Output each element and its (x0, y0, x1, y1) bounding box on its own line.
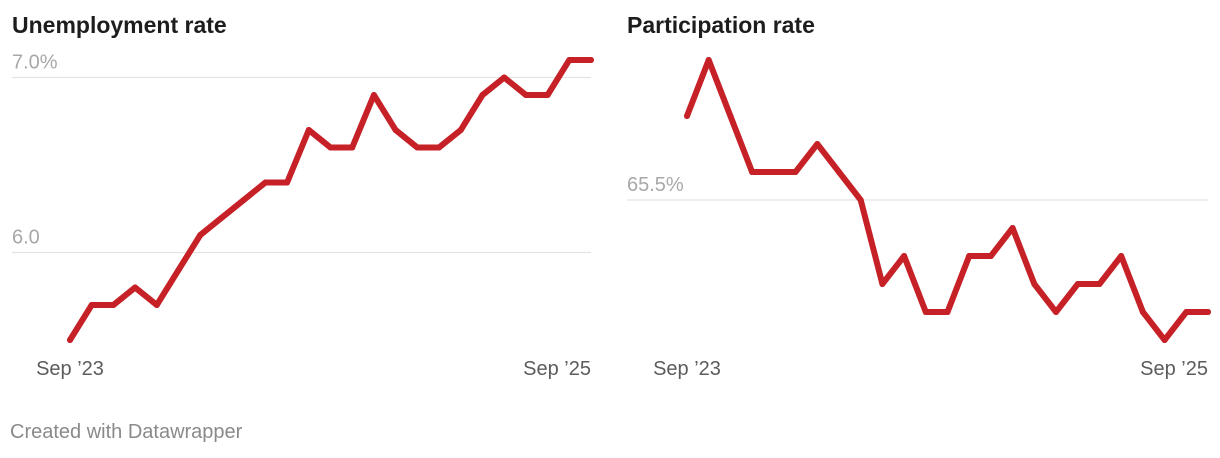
unemployment-plot: 6.0 7.0% Sep ’23 Sep ’25 (12, 52, 594, 380)
participation-chart: Participation rate 65.5% Sep ’23 Sep ’25 (615, 0, 1220, 410)
data-point (1205, 309, 1211, 315)
x-tick-label: Sep ’25 (1140, 358, 1208, 380)
data-point (436, 144, 443, 151)
data-point (588, 57, 594, 63)
data-point (132, 284, 139, 291)
data-point (544, 92, 551, 98)
data-point (770, 169, 777, 175)
data-point (262, 179, 269, 186)
x-tick-label: Sep ’23 (36, 358, 104, 380)
data-point (218, 214, 225, 221)
data-point (175, 267, 182, 273)
data-point (501, 74, 508, 81)
data-point (566, 57, 573, 63)
data-point (67, 337, 73, 343)
data-point (240, 197, 247, 203)
data-point (414, 144, 421, 151)
participation-plot: 65.5% Sep ’23 Sep ’25 (627, 57, 1211, 380)
data-point (197, 232, 204, 238)
data-point (153, 302, 160, 308)
data-point (479, 92, 486, 98)
data-point (392, 127, 399, 133)
data-point (1031, 281, 1038, 287)
data-point (727, 113, 734, 119)
data-point (792, 169, 799, 175)
data-point (349, 144, 356, 151)
data-point (457, 127, 464, 133)
data-point (879, 281, 886, 287)
data-point (814, 141, 821, 147)
data-point (966, 253, 973, 259)
chart-title: Unemployment rate (12, 12, 227, 38)
y-tick-label: 7.0% (12, 52, 58, 74)
data-point (522, 92, 529, 98)
data-point (922, 309, 929, 315)
data-point (1161, 337, 1168, 343)
data-point (1074, 281, 1081, 287)
data-point (857, 197, 864, 203)
data-point (749, 169, 756, 175)
data-point (284, 179, 291, 186)
data-point (684, 113, 690, 119)
data-point (944, 309, 951, 315)
footer-credit: Created with Datawrapper (10, 421, 243, 443)
data-point (901, 253, 908, 259)
data-point (1139, 309, 1146, 315)
data-point (987, 253, 994, 259)
data-point (1183, 309, 1190, 315)
data-point (1009, 225, 1016, 231)
data-point (110, 302, 117, 308)
unemployment-chart: Unemployment rate 6.0 7.0% Sep ’23 Sep ’25 (0, 0, 610, 410)
data-point (1053, 309, 1060, 315)
y-tick-label: 6.0 (12, 227, 40, 249)
data-point (88, 302, 95, 308)
data-point (305, 127, 312, 133)
data-point (1096, 281, 1103, 287)
x-tick-label: Sep ’25 (523, 358, 591, 380)
data-point (370, 92, 377, 98)
data-point (327, 144, 334, 151)
data-point (835, 169, 842, 175)
x-tick-label: Sep ’23 (653, 358, 721, 380)
y-tick-label: 65.5% (627, 174, 684, 196)
series-line (67, 57, 594, 343)
data-point (705, 57, 712, 63)
data-point (1118, 253, 1125, 259)
chart-title: Participation rate (627, 12, 815, 38)
